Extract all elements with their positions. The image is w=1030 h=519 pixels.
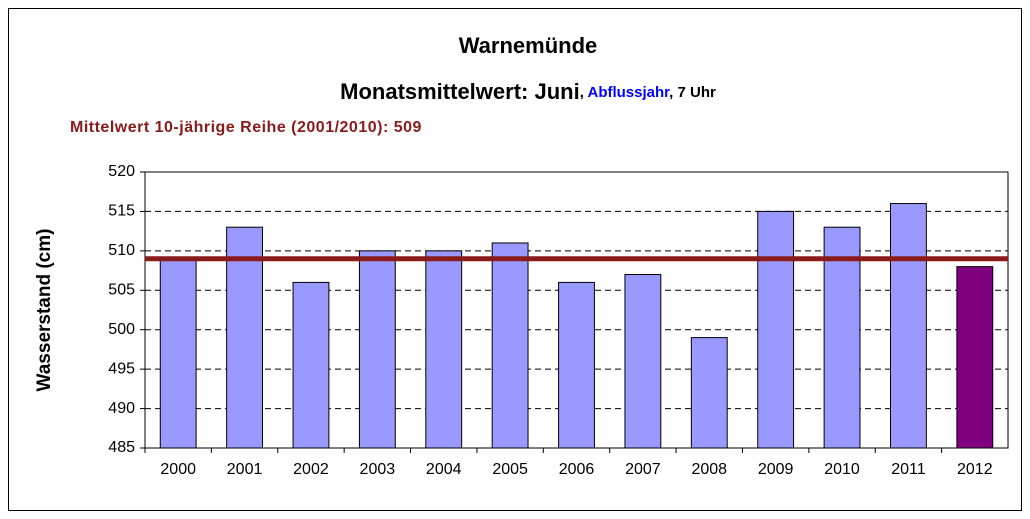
subtitle-part: , 7 Uhr: [669, 84, 716, 101]
x-tick-label: 2005: [492, 461, 528, 478]
mean-annotation: Mittelwert 10-jährige Reihe (2001/2010):…: [70, 119, 422, 136]
x-tick-label: 2012: [957, 461, 993, 478]
bar: [558, 281, 595, 449]
bar: [292, 281, 330, 449]
y-tick-label: 485: [108, 439, 135, 456]
x-tick-label: 2002: [293, 461, 329, 478]
bar: [690, 337, 728, 449]
x-tick-label: 2007: [625, 461, 661, 478]
y-tick-label: 495: [108, 360, 135, 377]
bar: [226, 226, 264, 449]
bar: [823, 226, 861, 449]
chart-title: Warnemünde: [459, 33, 598, 58]
y-tick-label: 510: [108, 242, 135, 259]
x-tick-label: 2001: [227, 461, 263, 478]
y-tick-label: 505: [108, 282, 135, 299]
bar: [159, 258, 197, 449]
bar: [358, 250, 396, 449]
x-tick-label: 2010: [824, 461, 860, 478]
bar: [889, 203, 927, 449]
y-tick-label: 490: [108, 400, 135, 417]
y-tick-label: 500: [108, 321, 135, 338]
x-tick-label: 2004: [426, 461, 462, 478]
y-tick-label: 515: [108, 203, 135, 220]
bar: [956, 266, 994, 449]
x-tick-label: 2000: [160, 461, 196, 478]
subtitle-part: Abflussjahr: [587, 84, 670, 101]
x-tick-label: 2006: [559, 461, 595, 478]
bar: [491, 242, 529, 449]
chart-subtitle: Monatsmittelwert: Juni, Abflussjahr, 7 U…: [340, 79, 716, 104]
x-tick-label: 2009: [758, 461, 794, 478]
y-tick-label: 520: [108, 163, 135, 180]
x-tick-label: 2003: [360, 461, 396, 478]
subtitle-part: Monatsmittelwert: Juni: [340, 79, 580, 104]
y-axis-label: Wasserstand (cm): [34, 229, 55, 392]
bar: [425, 250, 463, 449]
bar: [757, 210, 795, 449]
x-tick-label: 2008: [691, 461, 727, 478]
subtitle-part: ,: [580, 84, 588, 101]
bar: [624, 274, 662, 449]
x-tick-label: 2011: [891, 461, 926, 478]
